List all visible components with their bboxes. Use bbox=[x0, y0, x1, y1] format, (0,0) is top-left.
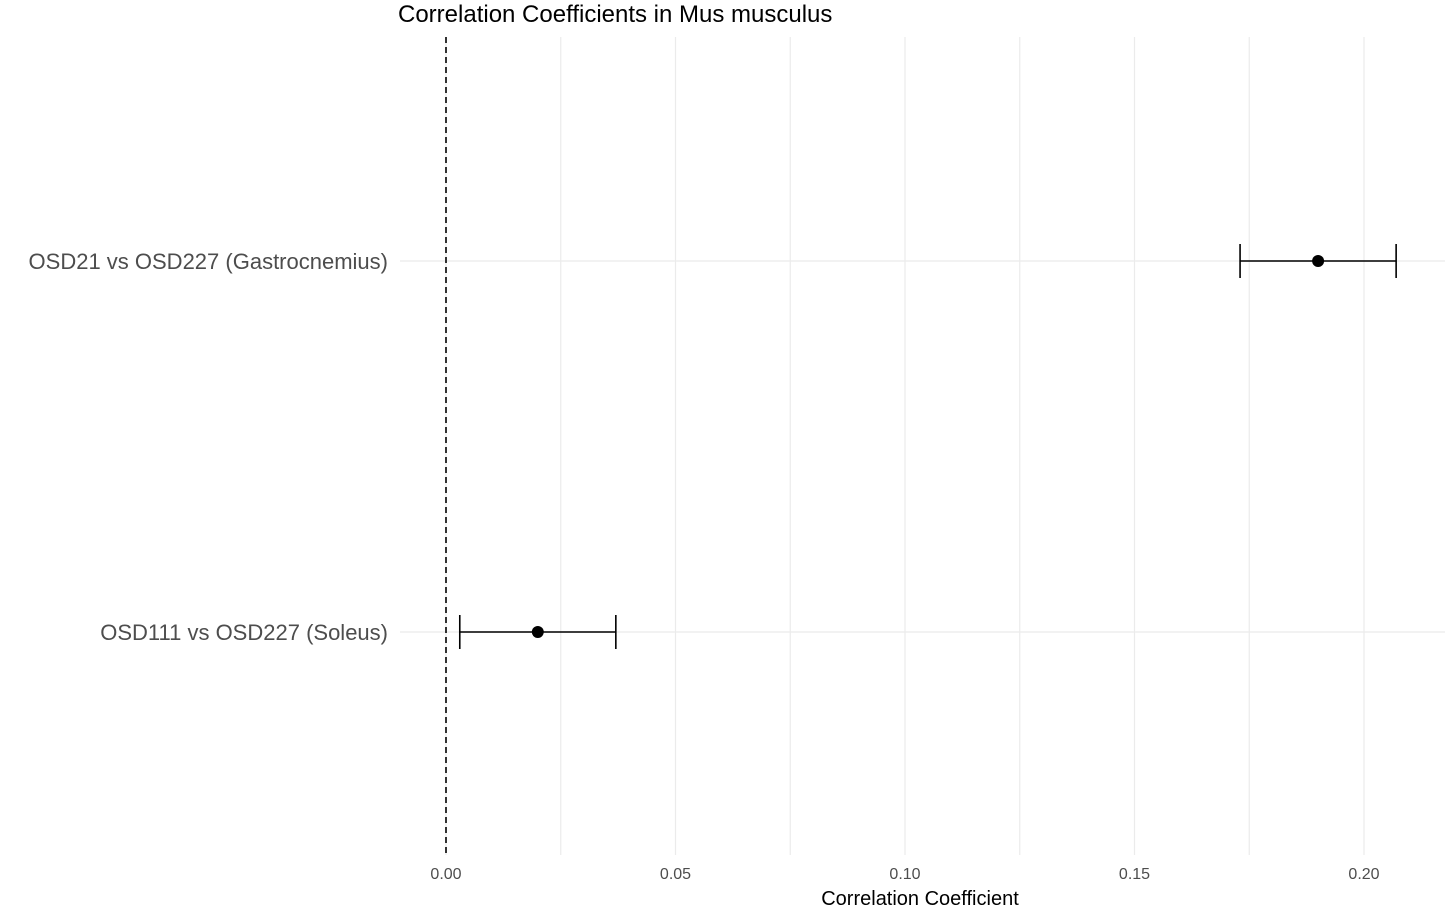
x-tick-labels: 0.00 0.05 0.10 0.15 0.20 bbox=[430, 866, 1379, 883]
category-label: OSD111 vs OSD227 (Soleus) bbox=[100, 620, 388, 645]
category-labels: OSD21 vs OSD227 (Gastrocnemius) OSD111 vs… bbox=[29, 249, 388, 645]
x-tick-label: 0.15 bbox=[1119, 866, 1150, 883]
point bbox=[531, 626, 544, 638]
x-tick-label: 0.10 bbox=[889, 866, 920, 883]
x-axis-title: Correlation Coefficient bbox=[821, 888, 1019, 910]
point bbox=[1312, 255, 1325, 267]
grid bbox=[400, 37, 1445, 855]
category-label: OSD21 vs OSD227 (Gastrocnemius) bbox=[29, 249, 388, 274]
x-tick-label: 0.05 bbox=[660, 866, 691, 883]
chart-title: Correlation Coefficients in Mus musculus bbox=[398, 1, 832, 28]
marks bbox=[458, 244, 1397, 649]
x-tick-label: 0.20 bbox=[1348, 866, 1379, 883]
x-tick-label: 0.00 bbox=[430, 866, 461, 883]
